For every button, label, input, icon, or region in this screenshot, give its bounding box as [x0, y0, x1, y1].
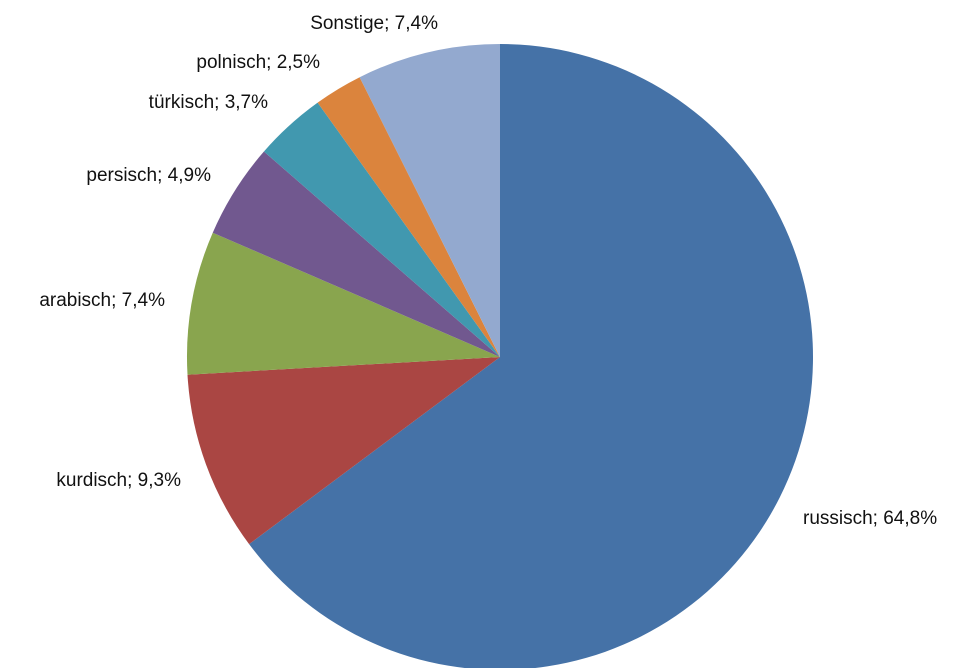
pie-slice-t-rkisch: [263, 102, 500, 357]
slice-label-arabisch: arabisch; 7,4%: [39, 290, 165, 311]
slice-label-persisch: persisch; 4,9%: [86, 165, 211, 186]
slice-label-kurdisch: kurdisch; 9,3%: [56, 470, 181, 491]
slice-label-t-rkisch: türkisch; 3,7%: [149, 92, 268, 113]
pie-slice-sonstige: [359, 44, 500, 357]
pie-slice-arabisch: [186, 232, 500, 375]
pie-slice-russisch: [249, 44, 813, 668]
slice-label-polnisch: polnisch; 2,5%: [196, 52, 320, 73]
pie-slice-kurdisch: [187, 357, 500, 545]
pie-slices: [186, 44, 813, 668]
slice-label-sonstige: Sonstige; 7,4%: [310, 13, 438, 34]
slice-label-russisch: russisch; 64,8%: [803, 508, 937, 529]
pie-slice-persisch: [212, 151, 501, 357]
pie-slice-polnisch: [317, 77, 500, 357]
pie-labels: russisch; 64,8% kurdisch; 9,3% arabisch; 7…: [39, 13, 937, 529]
